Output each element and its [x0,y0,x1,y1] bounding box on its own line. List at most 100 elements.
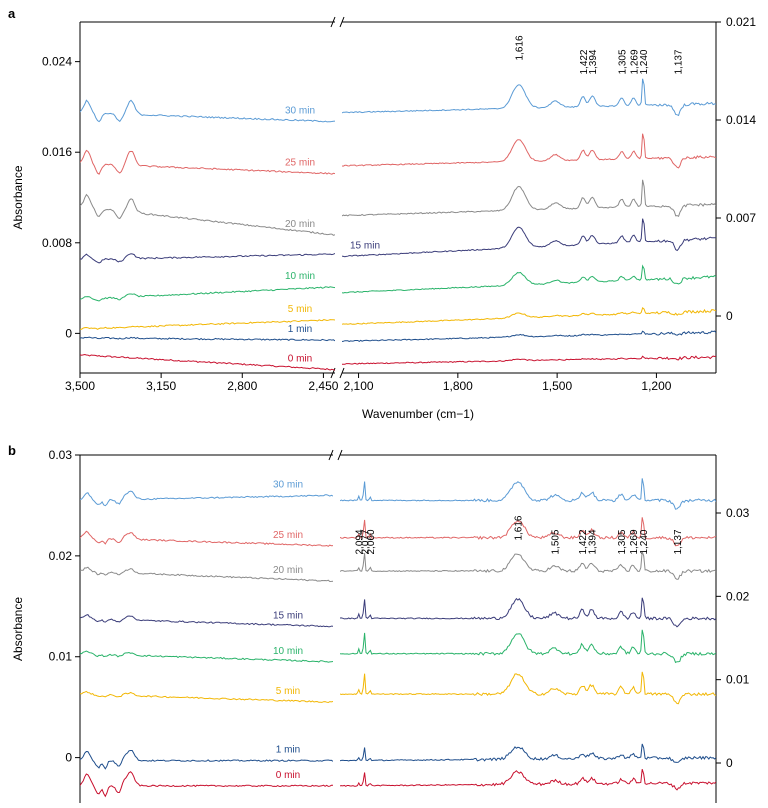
series-line-right [342,330,716,343]
series-line-left [80,566,333,583]
axis-break-top [328,449,343,461]
series-label: 30 min [273,479,303,490]
series-label: 25 min [285,158,315,169]
y-left-tick-label: 0.03 [49,448,73,462]
y-right-tick-label: 0.021 [726,15,756,29]
series-line-left [80,286,335,302]
series-label: 0 min [288,354,312,365]
panel-letter: b [8,443,16,458]
x-tick-label: 3,150 [146,379,176,393]
peak-label: 1,305 [618,49,629,74]
series-label: 5 min [276,686,300,697]
series-label: 25 min [273,530,303,541]
series-label: 20 min [285,219,315,230]
y-right-tick-label: 0.03 [726,506,750,520]
peak-label: 1,305 [617,529,628,554]
series-line-left [80,490,333,507]
series-label: 5 min [288,304,312,315]
series-line-right [342,307,716,325]
peak-label: 1,240 [639,49,650,74]
series-line-right [342,355,716,365]
series-line-right [340,551,716,580]
series-line-right [342,264,716,294]
series-line-left [80,530,333,547]
x-axis-title: Wavenumber (cm−1) [362,407,474,421]
series-line-right [340,743,716,763]
series-line-right [340,597,716,628]
series-label: 15 min [350,240,380,251]
x-tick-label: 1,200 [641,379,671,393]
series-line-right [342,179,716,218]
peak-label: 2,060 [366,529,377,554]
series-line-left [80,253,335,264]
peak-label: 1,616 [515,35,526,60]
x-tick-label: 2,100 [344,379,374,393]
series-line-left [80,99,335,123]
peak-label: 1,137 [673,529,684,554]
series-line-left [80,149,335,175]
series-line-left [80,193,335,236]
x-tick-label: 1,800 [443,379,473,393]
y-axis-title: Absorbance [11,597,25,661]
series-label: 1 min [276,745,300,756]
series-line-right [342,218,716,258]
y-axis-title: Absorbance [11,165,25,229]
series-line-left [80,336,335,342]
series-line-left [80,750,333,770]
series-line-right [340,769,716,791]
series-line-left [80,771,333,798]
x-tick-label: 1,500 [542,379,572,393]
y-right-tick-label: 0.01 [726,673,750,687]
series-line-right [342,78,716,117]
panel-b: b 0 0.01 0.02 0.03 0 0.01 0.02 0.03 Absorbance 0 m… [8,443,750,803]
y-left-tick-label: 0 [65,326,72,340]
axis-break-top [330,16,345,28]
peak-label: 1,394 [588,49,599,74]
series-line-left [80,319,335,330]
series-line-left [80,690,333,704]
peak-label: 2,077 [360,529,371,554]
y-right-tick-label: 0.02 [726,589,750,603]
series-label: 30 min [285,106,315,117]
series-line-right [340,517,716,547]
y-left-tick-label: 0.02 [49,549,73,563]
peak-label: 1,240 [639,529,650,554]
series-label: 10 min [285,271,315,282]
peak-label: 1,137 [673,49,684,74]
peak-label: 1,616 [514,515,525,540]
peak-label: 2,094 [355,529,366,554]
series-line-right [342,133,716,169]
panel-a: a 0 0.008 0.016 0.024 0 0.007 0.014 0.021 Absorba… [8,6,756,421]
y-right-tick-label: 0.007 [726,211,756,225]
peak-label: 1,505 [551,529,562,554]
y-right-tick-label: 0.014 [726,113,756,127]
x-tick-label: 2,800 [227,379,257,393]
y-left-tick-label: 0.024 [42,55,72,69]
peak-label: 1,422 [578,529,589,554]
series-label: 20 min [273,565,303,576]
series-line-right [340,629,716,664]
panel-letter: a [8,6,16,21]
y-right-tick-label: 0 [726,756,733,770]
peak-label: 1,394 [588,529,599,554]
y-left-tick-label: 0 [65,751,72,765]
peak-label: 1,269 [629,529,640,554]
series-line-right [340,478,716,510]
peak-label: 1,422 [579,49,590,74]
series-line-left [80,353,335,371]
peak-label: 1,269 [630,49,641,74]
y-left-tick-label: 0.008 [42,236,72,250]
series-label: 0 min [276,770,300,781]
series-label: 10 min [273,646,303,657]
series-line-left [80,650,333,663]
y-left-tick-label: 0.01 [49,650,73,664]
x-tick-label: 3,500 [65,379,95,393]
y-right-tick-label: 0 [726,309,733,323]
y-left-tick-label: 0.016 [42,145,72,159]
series-label: 15 min [273,610,303,621]
series-label: 1 min [288,324,312,335]
series-line-left [80,614,333,628]
x-tick-label: 2,450 [308,379,338,393]
